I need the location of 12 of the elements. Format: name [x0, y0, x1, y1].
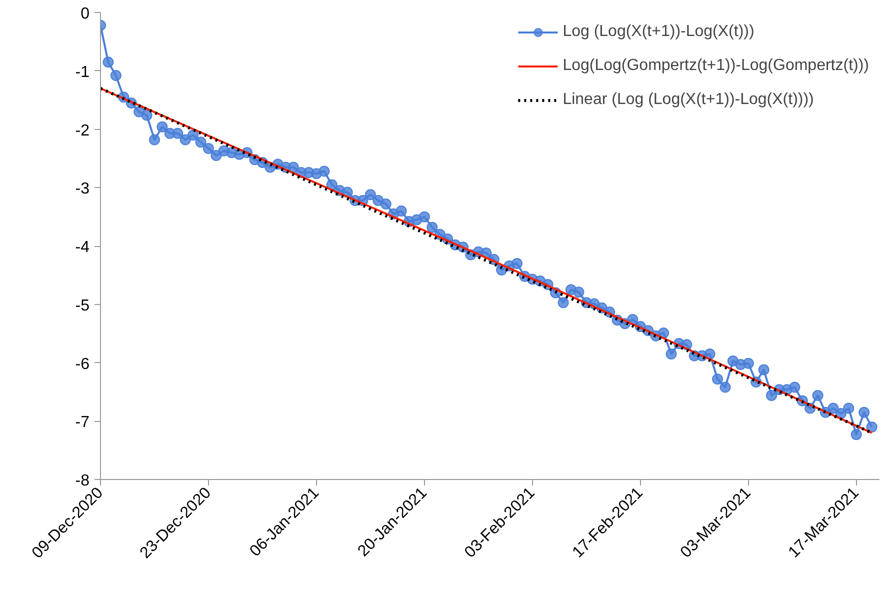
legend-label: Log (Log(X(t+1))-Log(X(t))) [562, 23, 754, 41]
y-tick-label: -1 [75, 64, 90, 81]
y-tick-label: -2 [75, 122, 90, 140]
y-tick-label: -8 [75, 472, 90, 490]
legend-label: Linear (Log (Log(X(t+1))-Log(X(t)))) [562, 91, 814, 109]
y-tick-label: 0 [80, 6, 90, 22]
y-tick-label: -5 [75, 297, 90, 314]
y-tick-label: -4 [75, 239, 90, 256]
y-tick-label: -6 [75, 356, 90, 373]
y-tick-label: -3 [75, 180, 90, 198]
legend-label: Log(Log(Gompertz(t+1))-Log(Gompertz(t))) [562, 57, 869, 75]
y-tick-label: -7 [75, 414, 90, 432]
